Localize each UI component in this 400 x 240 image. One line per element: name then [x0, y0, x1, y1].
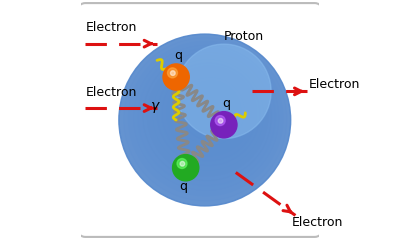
Circle shape — [124, 38, 287, 201]
Circle shape — [200, 95, 226, 121]
Text: q: q — [222, 97, 230, 110]
Circle shape — [176, 77, 245, 146]
Circle shape — [138, 48, 276, 186]
Circle shape — [186, 84, 237, 136]
Text: γ: γ — [150, 99, 159, 113]
Circle shape — [171, 73, 249, 151]
Text: Electron: Electron — [86, 21, 137, 34]
Text: q: q — [179, 180, 187, 193]
Circle shape — [177, 159, 187, 168]
Circle shape — [148, 56, 268, 176]
Circle shape — [190, 88, 234, 131]
Text: Electron: Electron — [308, 78, 360, 91]
Circle shape — [166, 70, 252, 156]
Circle shape — [177, 44, 271, 139]
Circle shape — [172, 155, 199, 181]
FancyBboxPatch shape — [78, 3, 322, 237]
Circle shape — [205, 99, 222, 116]
Circle shape — [211, 112, 237, 138]
Circle shape — [210, 102, 218, 111]
Circle shape — [195, 91, 230, 126]
Circle shape — [152, 59, 264, 171]
Circle shape — [143, 52, 272, 181]
Circle shape — [162, 66, 256, 161]
Text: q: q — [174, 49, 182, 62]
Text: Proton: Proton — [224, 30, 264, 43]
Text: Electron: Electron — [292, 216, 343, 229]
Text: Electron: Electron — [86, 85, 137, 99]
Circle shape — [170, 71, 175, 75]
Circle shape — [168, 68, 178, 78]
Circle shape — [180, 162, 185, 166]
Circle shape — [119, 34, 291, 206]
Circle shape — [133, 45, 279, 191]
Circle shape — [157, 63, 260, 166]
Circle shape — [215, 116, 225, 126]
Circle shape — [181, 81, 241, 141]
Circle shape — [218, 119, 223, 123]
Circle shape — [128, 41, 283, 196]
Circle shape — [119, 34, 291, 206]
Circle shape — [163, 64, 189, 90]
